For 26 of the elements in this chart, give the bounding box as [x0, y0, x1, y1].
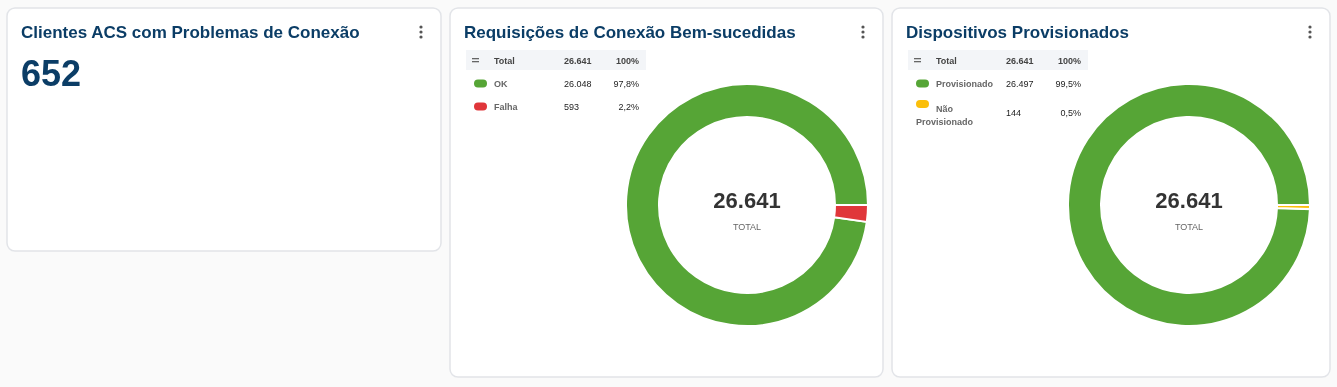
text: 26.641	[713, 188, 781, 213]
text: 97,8%	[613, 78, 639, 89]
chart-title: Requisições de Conexão Bem-sucedidas	[464, 23, 796, 42]
legend-label: Não Provisionado	[916, 103, 974, 127]
data-label: 144	[1006, 108, 1022, 118]
text: Total	[936, 56, 957, 66]
text: 2,2%	[618, 101, 639, 112]
legend-label: OK	[494, 78, 508, 89]
text: Total	[494, 56, 515, 66]
text: 26.641	[1155, 188, 1223, 213]
data-label: 26.048	[564, 78, 592, 89]
text: TOTAL	[732, 222, 762, 232]
text: 26.641	[564, 56, 592, 66]
legend-label: Provisionado	[936, 78, 994, 89]
text: 26.641	[1006, 56, 1034, 66]
chart-title: Dispositivos Provisionados	[906, 23, 1129, 42]
text: TOTAL	[1174, 222, 1204, 232]
text: Clientes ACS com Problemas de Conexão	[21, 23, 360, 42]
text: 100%	[1057, 56, 1081, 66]
data-label: 26.497	[1006, 78, 1034, 89]
text: 0,5%	[1060, 108, 1081, 118]
legend-label: Falha	[494, 101, 519, 112]
data-label: 593	[564, 101, 580, 112]
text: 99,5%	[1055, 78, 1081, 89]
text: 652	[21, 53, 82, 94]
text: 100%	[615, 56, 639, 66]
